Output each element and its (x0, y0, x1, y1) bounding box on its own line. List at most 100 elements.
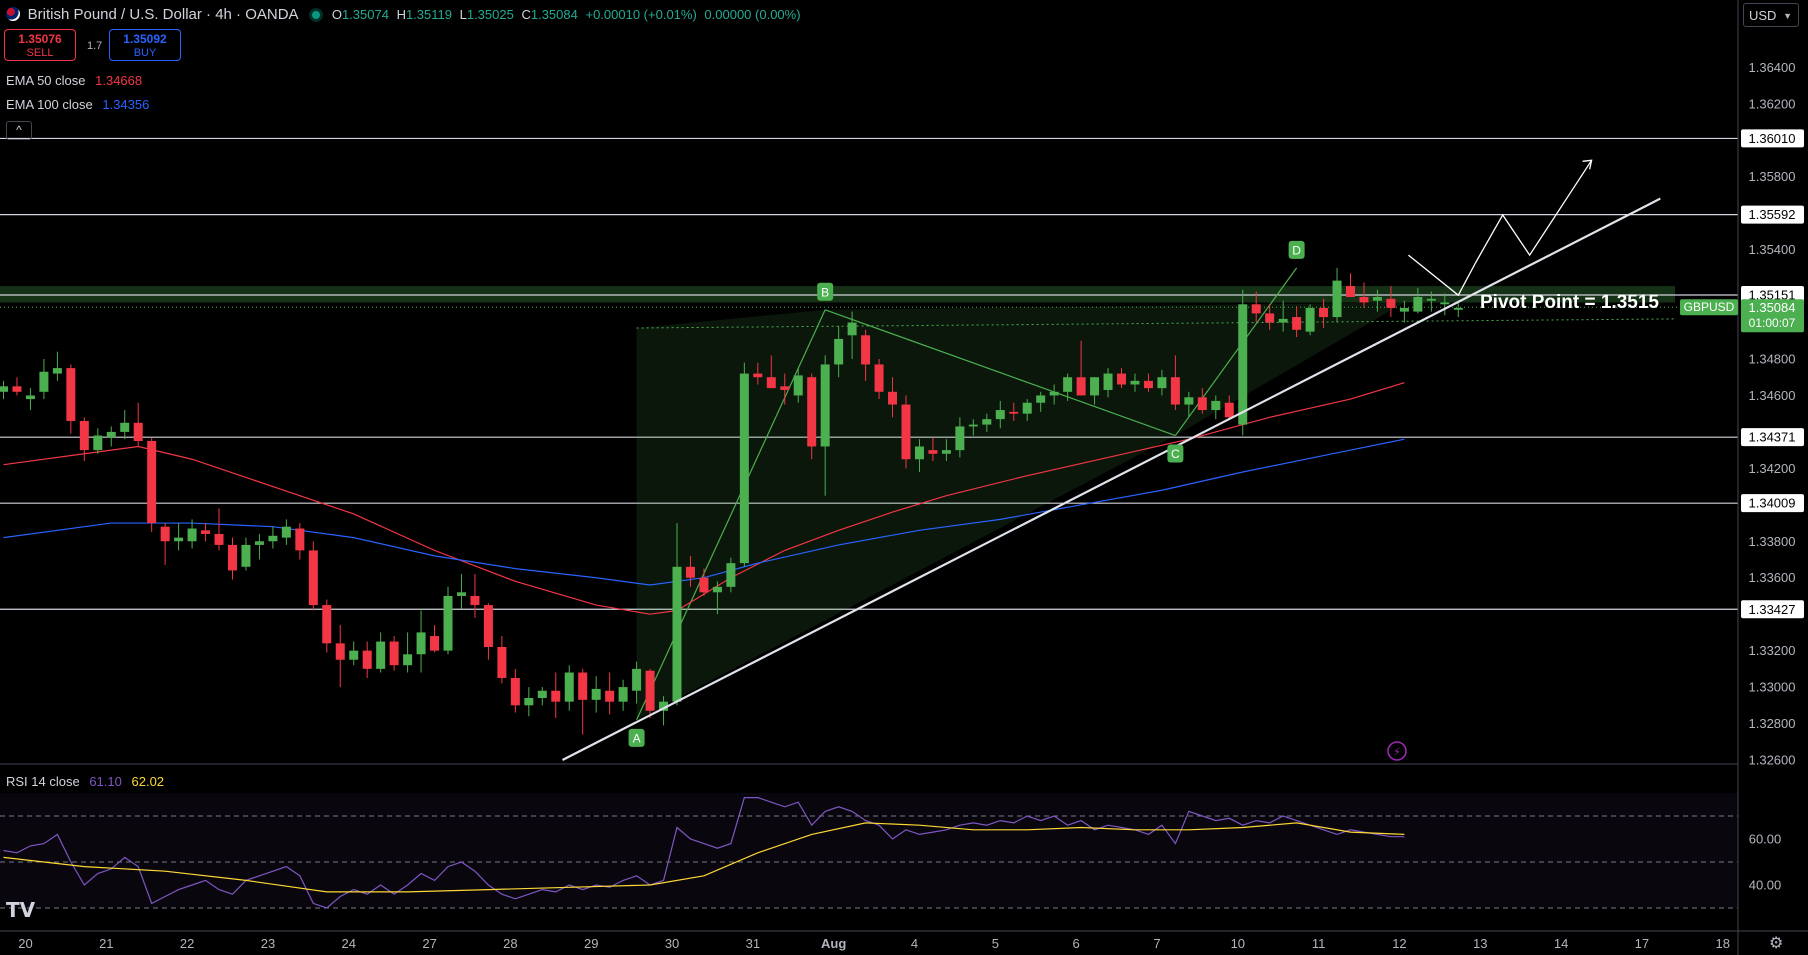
candle-body (66, 368, 76, 421)
candle-body (632, 668, 642, 691)
candle-body (618, 687, 628, 702)
time-tick: 28 (503, 936, 517, 951)
price-tick: 1.35400 (1749, 242, 1796, 257)
candle-body (1332, 280, 1342, 318)
candle-body (1346, 286, 1355, 298)
candle-body (349, 650, 359, 660)
price-change: +0.00010 (+0.01%) (585, 7, 697, 22)
symbol-tag: GBPUSD (1684, 300, 1735, 314)
price-tick: 1.32600 (1749, 753, 1796, 768)
candle-body (201, 530, 211, 534)
last-price-label: 1.35084 (1749, 300, 1796, 315)
candle-body (1022, 402, 1032, 414)
candle-body (901, 404, 911, 460)
market-open-icon (312, 11, 321, 19)
symbol-title[interactable]: British Pound / U.S. Dollar · 4h · OANDA (27, 6, 299, 23)
candle-body (591, 688, 601, 700)
rsi-ma-value: 62.02 (131, 774, 165, 789)
level-label-bg (1741, 205, 1804, 224)
candle-body (1372, 297, 1382, 301)
sell-button[interactable]: 1.35076 SELL (4, 29, 76, 61)
price-tick: 1.32800 (1749, 716, 1796, 731)
candle-body (726, 563, 736, 587)
candle-body (1157, 377, 1167, 389)
pattern-point-label: D (1292, 243, 1301, 257)
ema100-legend[interactable]: EMA 100 close 1.34356 (6, 97, 149, 112)
rsi-ma-line (3, 822, 1405, 893)
candle-body (1009, 411, 1019, 414)
candle-body (322, 605, 332, 644)
candle-body (1292, 317, 1302, 330)
candle-body (160, 526, 170, 542)
currency-selector[interactable]: USD ▼ (1743, 3, 1799, 27)
time-tick: 23 (261, 936, 275, 951)
candle-body (79, 420, 89, 451)
price-tick: 1.33000 (1749, 680, 1796, 695)
currency-label: USD (1749, 8, 1777, 23)
candle-body (497, 646, 507, 678)
level-label: 1.34009 (1749, 496, 1796, 511)
time-tick: 20 (18, 936, 32, 951)
chart-legend: British Pound / U.S. Dollar · 4h · OANDA… (6, 6, 805, 23)
time-tick: 30 (665, 936, 679, 951)
pattern-point-badge (628, 728, 645, 747)
candle-body (1184, 397, 1194, 405)
candle-body (1359, 297, 1369, 303)
time-tick: 21 (99, 936, 113, 951)
candle-body (659, 701, 669, 711)
candle-body (147, 441, 157, 524)
ema50-label: EMA 50 close (6, 73, 86, 88)
candle-body (362, 650, 372, 669)
level-label-bg (1741, 494, 1804, 513)
level-label: 1.35592 (1749, 207, 1796, 222)
candle-body (403, 654, 413, 666)
candle-body (25, 395, 35, 400)
candle-body (93, 435, 103, 451)
candle-body (52, 368, 62, 374)
pivot-point-annotation[interactable]: Pivot Point = 1.3515 (1480, 292, 1659, 313)
price-tick: 1.33200 (1749, 643, 1796, 658)
chevron-up-icon: ^ (16, 123, 22, 137)
ohlc-low-key: L (459, 7, 467, 22)
time-tick: 27 (422, 936, 436, 951)
candle-body (1278, 318, 1288, 323)
pattern-point-label: A (633, 731, 641, 745)
candle-body (308, 550, 318, 606)
buy-button[interactable]: 1.35092 BUY (109, 29, 181, 61)
candle-body (1386, 298, 1396, 308)
candle-body (1197, 397, 1207, 411)
pattern-point-badge (817, 282, 834, 301)
candle-body (753, 373, 763, 378)
rsi-value: 61.10 (89, 774, 122, 789)
ohlc-high-key: H (396, 7, 406, 22)
gear-icon[interactable]: ⚙ (1769, 935, 1784, 952)
collapse-legend-button[interactable]: ^ (6, 121, 32, 140)
candle-body (241, 544, 251, 567)
candle-body (578, 672, 588, 700)
candle-body (376, 641, 386, 669)
pattern-leg-1 (824, 309, 1176, 437)
ohlc-close-key: C (521, 7, 531, 22)
candle-body (874, 364, 884, 392)
level-label: 1.33427 (1749, 602, 1796, 617)
candle-body (483, 605, 493, 647)
candle-body (766, 377, 776, 389)
ohlc-close-value: 1.35084 (530, 7, 578, 22)
candle-body (1319, 307, 1329, 318)
time-tick: 29 (584, 936, 598, 951)
tradingview-logo[interactable]: TV (6, 898, 36, 922)
ema50-legend[interactable]: EMA 50 close 1.34668 (6, 73, 142, 88)
candle-body (12, 386, 22, 392)
resistance-zone (0, 286, 1675, 303)
pattern-leg-2 (1174, 267, 1298, 436)
candle-body (1238, 304, 1248, 425)
candle-body (564, 672, 574, 702)
rsi-label: RSI 14 close (6, 774, 80, 789)
level-label-bg (1741, 600, 1804, 619)
candle-body (605, 690, 615, 702)
pattern-top-line (636, 318, 1676, 329)
rsi-legend[interactable]: RSI 14 close 61.10 62.02 (6, 774, 164, 789)
ema100-value: 1.34356 (102, 97, 150, 112)
time-tick: 10 (1231, 936, 1245, 951)
